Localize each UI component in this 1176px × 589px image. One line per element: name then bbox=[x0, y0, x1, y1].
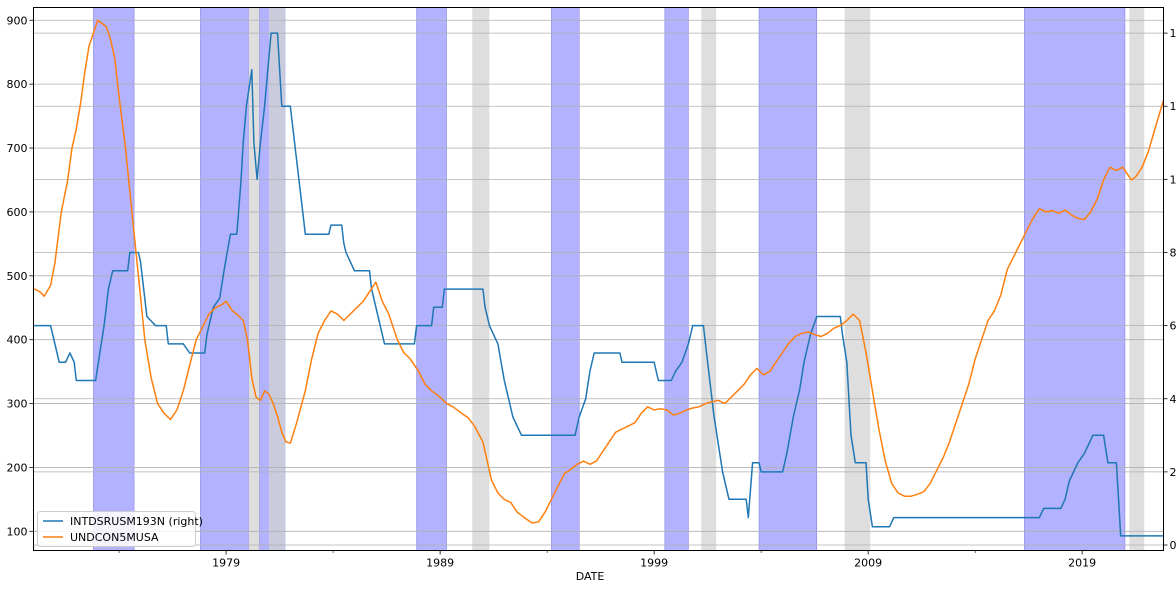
legend-box bbox=[37, 511, 196, 547]
plot-frame bbox=[33, 7, 1164, 551]
shaded-band-blue-3 bbox=[416, 7, 447, 551]
y-right-tick-label-1: 2 bbox=[1170, 466, 1176, 479]
shaded-band-gray-2 bbox=[472, 7, 490, 551]
x-tick-label-4: 2019 bbox=[1068, 557, 1096, 570]
y-right-tick-label-2: 4 bbox=[1170, 393, 1176, 406]
shaded-band-blue-1 bbox=[200, 7, 249, 551]
y-left-tick-label-1: 200 bbox=[7, 461, 28, 474]
shaded-band-gray-4 bbox=[844, 7, 871, 551]
y-right-tick-label-4: 8 bbox=[1170, 246, 1176, 259]
shaded-band-gray-5 bbox=[1129, 7, 1145, 551]
y-right-tick-label-5: 10 bbox=[1170, 173, 1176, 186]
shaded-band-blue-4 bbox=[551, 7, 580, 551]
y-right-tick-label-6: 12 bbox=[1170, 100, 1176, 113]
legend: INTDSRUSM193N (right) UNDCON5MUSA bbox=[37, 511, 203, 547]
legend-label-series-2: UNDCON5MUSA bbox=[70, 531, 159, 544]
y-left-tick-label-3: 400 bbox=[7, 334, 28, 347]
x-tick-label-1: 1989 bbox=[426, 557, 454, 570]
legend-label-series-1: INTDSRUSM193N (right) bbox=[70, 515, 203, 528]
axis-ticks: 100 200 300 400 500 600 700 800 900 0 2 4 6 8 10 12 14 19… bbox=[7, 14, 1176, 569]
shaded-bands bbox=[93, 7, 1145, 551]
series-lines bbox=[33, 19, 1165, 537]
y-right-tick-label-3: 6 bbox=[1170, 320, 1176, 333]
shaded-band-gray-1 bbox=[268, 7, 285, 551]
y-left-tick-label-5: 600 bbox=[7, 206, 28, 219]
y-left-tick-label-2: 300 bbox=[7, 398, 28, 411]
series-line-1 bbox=[33, 32, 1164, 537]
shaded-band-blue-5 bbox=[664, 7, 689, 551]
x-tick-label-2: 1999 bbox=[640, 557, 668, 570]
y-right-tick-label-0: 0 bbox=[1170, 539, 1176, 552]
y-left-tick-label-7: 800 bbox=[7, 78, 28, 91]
x-axis-label: DATE bbox=[576, 570, 605, 583]
shaded-band-gray-0 bbox=[248, 7, 260, 551]
y-left-tick-label-0: 100 bbox=[7, 525, 28, 538]
shaded-band-blue-6 bbox=[758, 7, 818, 551]
series-line-2 bbox=[33, 19, 1165, 524]
shaded-band-gray-3 bbox=[701, 7, 717, 551]
x-tick-label-3: 2009 bbox=[854, 557, 882, 570]
y-left-tick-label-6: 700 bbox=[7, 142, 28, 155]
gridlines bbox=[33, 19, 1164, 546]
y-left-tick-label-8: 900 bbox=[7, 14, 28, 27]
y-right-tick-label-7: 14 bbox=[1170, 27, 1176, 40]
y-left-tick-label-4: 500 bbox=[7, 270, 28, 283]
shaded-band-blue-0 bbox=[93, 7, 135, 551]
x-tick-label-0: 1979 bbox=[212, 557, 240, 570]
